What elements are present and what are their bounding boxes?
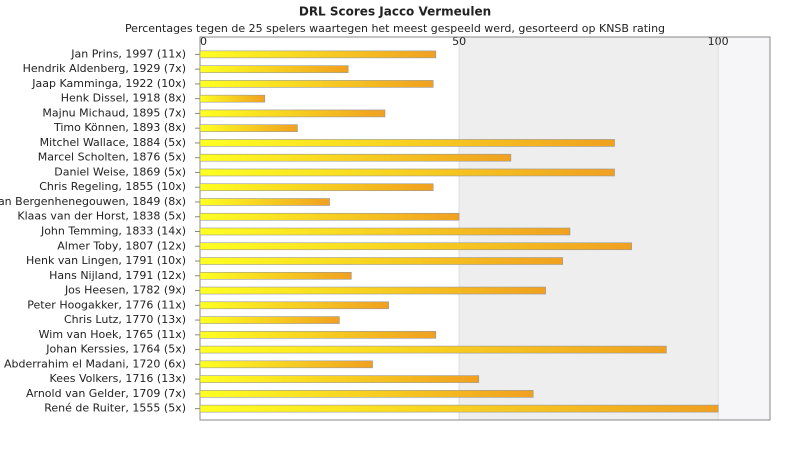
bar [199,212,460,221]
bar [199,183,434,192]
y-tick-label: Wim van Hoek, 1765 (11x) [39,328,186,341]
bar [199,360,373,369]
y-tick-label: Timo Können, 1893 (8x) [53,121,186,134]
y-tick-label: Mitchel Wallace, 1884 (5x) [40,136,186,149]
bar [199,404,719,413]
y-tick-label: Johan Kerssies, 1764 (5x) [45,343,186,356]
bar [199,390,534,398]
bar [199,242,632,251]
y-tick-label: Majnu Michaud, 1895 (7x) [42,106,186,119]
y-tick-label: Henk Dissel, 1918 (8x) [61,92,186,105]
plot-band [718,37,770,420]
bar [199,65,349,73]
bar [199,80,434,88]
bar [199,301,389,310]
y-tick-label: René de Ruiter, 1555 (5x) [44,402,186,415]
y-tick-label: Kees Volkers, 1716 (13x) [50,372,186,385]
bar [199,94,266,103]
bar [199,50,437,59]
bar [199,316,340,324]
y-tick-label: Arnold van Gelder, 1709 (7x) [26,387,186,400]
bar [199,257,564,265]
bar [199,109,386,118]
y-tick-label: Henk van Lingen, 1791 (10x) [26,254,186,267]
bar [199,153,512,162]
bar [199,124,298,132]
y-tick-label: Klaas van der Horst, 1838 (5x) [17,210,186,223]
y-tick-label: Abderrahim el Madani, 1720 (6x) [4,357,186,370]
y-tick-label: Jan Prins, 1997 (11x) [70,47,186,60]
y-tick-label: Chris Regeling, 1855 (10x) [39,180,186,193]
bar [199,271,352,280]
bar [199,345,667,354]
y-tick-label: Almer Toby, 1807 (12x) [57,239,186,252]
bar [199,198,330,206]
chart-title: DRL Scores Jacco Vermeulen [299,5,491,19]
y-tick-label: Jaap Kamminga, 1922 (10x) [31,77,186,90]
y-tick-label: Peter Hoogakker, 1776 (11x) [27,298,186,311]
bar [199,286,546,295]
bar [199,375,480,383]
y-tick-label: Rob van Bergenhenegouwen, 1849 (8x) [0,195,186,208]
bar [199,168,615,177]
y-tick-label: Hans Nijland, 1791 (12x) [49,269,186,282]
y-tick-label: Daniel Weise, 1869 (5x) [54,165,186,178]
y-tick-label: Hendrik Aldenberg, 1929 (7x) [23,62,186,75]
y-tick-label: Jos Heesen, 1782 (9x) [64,284,186,297]
y-tick-label: John Temming, 1833 (14x) [40,225,186,238]
y-tick-label: Chris Lutz, 1770 (13x) [64,313,186,326]
bar [199,331,437,339]
bar [199,139,615,147]
chart-subtitle: Percentages tegen de 25 spelers waartege… [125,22,665,35]
x-tick-label: 0 [200,35,207,48]
bar [199,227,571,236]
y-tick-label: Marcel Scholten, 1876 (5x) [38,151,186,164]
